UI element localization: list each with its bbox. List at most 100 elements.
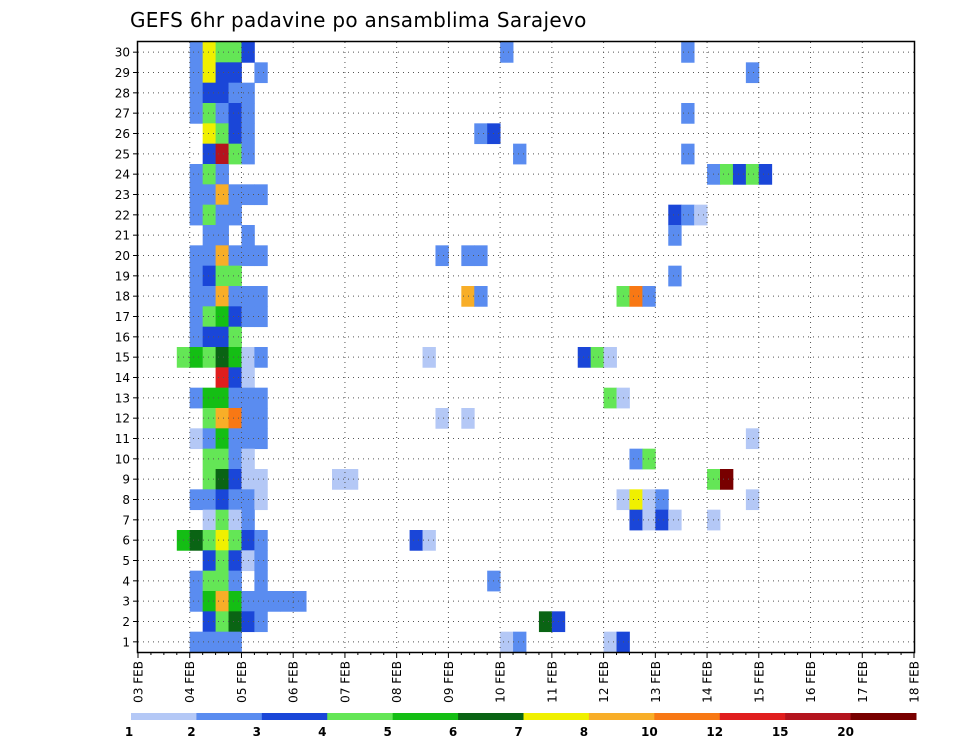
heatmap-cell	[228, 611, 242, 633]
x-tick-label: 12 FEB	[597, 661, 611, 703]
heatmap-cell	[215, 428, 229, 450]
heatmap-cell	[215, 123, 229, 145]
heatmap-cell	[254, 184, 268, 206]
heatmap-cell	[228, 103, 242, 124]
heatmap-cell	[228, 347, 242, 368]
heatmap-cell	[254, 387, 268, 409]
heatmap-cell	[642, 286, 656, 307]
heatmap-cell	[642, 448, 656, 470]
heatmap-cell	[254, 530, 268, 551]
heatmap-cell	[215, 611, 229, 633]
x-tick-label: 16 FEB	[804, 661, 818, 703]
heatmap-cell	[189, 489, 204, 511]
heatmap-cell	[189, 387, 204, 409]
legend-swatch	[588, 713, 655, 720]
heatmap-cell	[189, 530, 204, 551]
y-tick-label: 10	[115, 452, 130, 466]
heatmap-cell	[435, 408, 449, 429]
heatmap-cell	[758, 164, 773, 185]
x-tick-label: 09 FEB	[442, 661, 456, 703]
y-tick-label: 3	[122, 595, 130, 609]
heatmap-cell	[461, 286, 475, 307]
heatmap-cell	[202, 184, 216, 206]
x-tick-label: 13 FEB	[649, 661, 663, 703]
y-tick-label: 24	[115, 168, 130, 182]
heatmap-cell	[202, 448, 216, 470]
y-tick-label: 6	[122, 534, 130, 548]
x-tick-label: 11 FEB	[545, 661, 559, 703]
heatmap-cell	[202, 469, 216, 490]
y-tick-label: 13	[115, 391, 130, 405]
heatmap-cell	[215, 509, 229, 531]
heatmap-cell	[629, 448, 643, 470]
heatmap-cell	[629, 489, 643, 511]
y-tick-label: 23	[115, 188, 130, 202]
x-tick-label: 14 FEB	[701, 661, 715, 703]
heatmap-cell	[215, 184, 229, 206]
heatmap-cell	[215, 530, 229, 551]
heatmap-cell	[228, 509, 242, 531]
grid-lines	[138, 42, 914, 652]
heatmap-cell	[461, 245, 475, 267]
y-tick-label: 18	[115, 290, 130, 304]
heatmap-cell	[202, 82, 216, 104]
heatmap-cell	[668, 204, 682, 226]
heatmap-cell	[228, 469, 242, 490]
heatmap-cell	[254, 286, 268, 307]
heatmap-cells	[176, 42, 773, 653]
heatmap-cell	[215, 245, 229, 267]
heatmap-cell	[215, 62, 229, 84]
heatmap-cell	[681, 103, 695, 124]
heatmap-cell	[202, 530, 216, 551]
legend-swatch	[785, 713, 852, 720]
y-tick-label: 26	[115, 127, 130, 141]
heatmap-cell	[629, 509, 643, 531]
y-tick-label: 12	[115, 412, 130, 426]
legend-label: 2	[187, 725, 195, 739]
x-tick-label: 03 FEB	[132, 661, 146, 703]
heatmap-cell	[228, 286, 242, 307]
heatmap-cell	[745, 164, 760, 185]
heatmap-cell	[745, 62, 760, 84]
heatmap-cell	[745, 428, 760, 450]
y-tick-label: 29	[115, 66, 130, 80]
heatmap-cell	[202, 347, 216, 368]
y-tick-label: 7	[122, 513, 130, 527]
heatmap-cell	[422, 347, 436, 368]
heatmap-cell	[202, 591, 216, 612]
heatmap-cell	[215, 286, 229, 307]
x-tick-label: 18 FEB	[908, 661, 922, 703]
y-tick-label: 5	[122, 554, 130, 568]
heatmap-cell	[629, 286, 643, 307]
legend-swatch	[327, 713, 394, 720]
heatmap-cell	[202, 570, 216, 592]
y-tick-label: 20	[115, 249, 130, 263]
heatmap-cell	[215, 570, 229, 592]
heatmap-cell	[603, 347, 617, 368]
heatmap-cell	[189, 245, 204, 267]
heatmap-cell	[202, 611, 216, 633]
heatmap-cell	[189, 42, 204, 63]
heatmap-cell	[215, 326, 229, 348]
heatmap-cell	[202, 387, 216, 409]
heatmap-cell	[254, 428, 268, 450]
heatmap-cell	[254, 306, 268, 328]
heatmap-cell	[202, 408, 216, 429]
heatmap-cell	[215, 204, 229, 226]
heatmap-cell	[202, 306, 216, 328]
legend-swatch	[261, 713, 328, 720]
heatmap-cell	[215, 550, 229, 572]
legend-label: 4	[318, 725, 326, 739]
heatmap-cell	[228, 489, 242, 511]
heatmap-cell	[254, 570, 268, 592]
heatmap-cell	[435, 245, 449, 267]
heatmap-cell	[215, 631, 229, 653]
heatmap-cell	[202, 286, 216, 307]
heatmap-cell	[202, 326, 216, 348]
heatmap-cell	[254, 550, 268, 572]
heatmap-cell	[202, 164, 216, 185]
heatmap-cell	[202, 42, 216, 63]
legend-swatch	[458, 713, 524, 720]
x-tick-label: 04 FEB	[183, 661, 197, 703]
